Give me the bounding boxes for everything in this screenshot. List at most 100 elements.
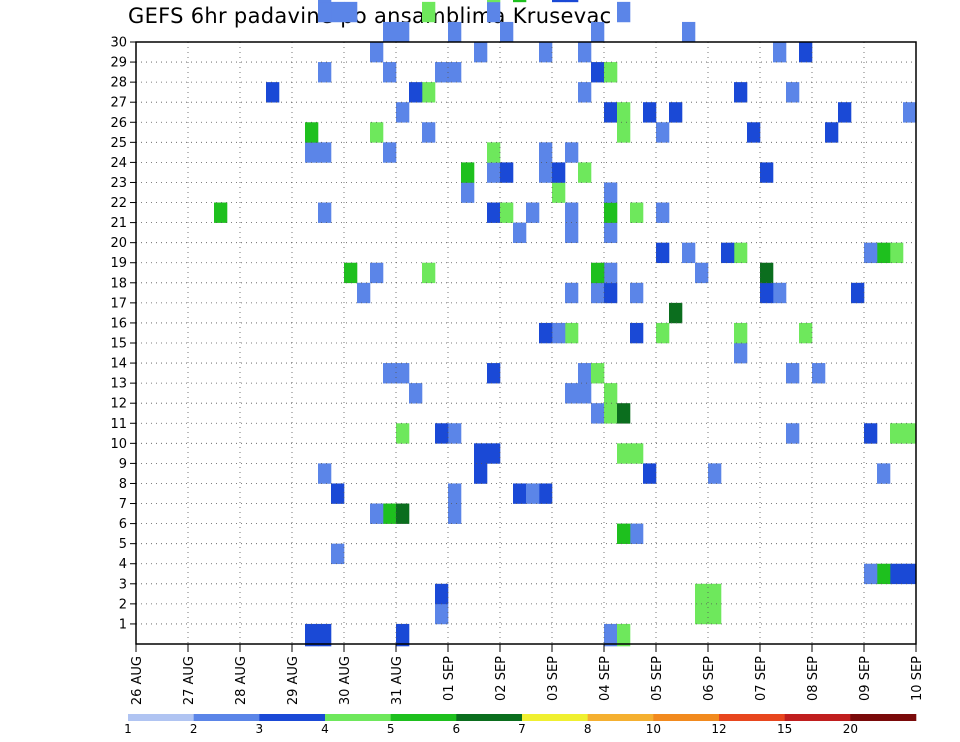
heatmap-cell — [552, 162, 566, 183]
heatmap-cell — [617, 443, 631, 464]
heatmap-cell — [760, 162, 774, 183]
heatmap-cell — [604, 182, 618, 203]
heatmap-cell — [604, 202, 618, 223]
heatmap-cell — [604, 102, 618, 123]
heatmap-cell — [396, 623, 410, 647]
heatmap-cell — [500, 162, 514, 183]
heatmap-cell — [513, 0, 527, 3]
heatmap-cell — [734, 82, 748, 103]
heatmap-cell — [513, 483, 527, 504]
x-tick-label: 26 AUG — [130, 656, 145, 705]
heatmap-cell — [604, 222, 618, 243]
heatmap-cell — [318, 623, 332, 647]
y-tick-label: 10 — [110, 437, 127, 452]
heatmap-cell — [786, 423, 800, 444]
chart-title: GEFS 6hr padavine po ansamblima Krusevac — [128, 4, 612, 28]
x-tick-label: 05 SEP — [650, 656, 665, 701]
y-tick-label: 22 — [110, 196, 127, 211]
heatmap-cell — [799, 42, 813, 63]
heatmap-cell — [656, 202, 670, 223]
heatmap-cell — [565, 383, 579, 404]
heatmap-cell — [604, 623, 618, 647]
heatmap-cell — [461, 162, 475, 183]
heatmap-cell — [331, 1, 345, 23]
heatmap-cell — [305, 142, 319, 163]
heatmap-cell — [500, 202, 514, 223]
heatmap-cell — [734, 322, 748, 344]
heatmap-cell — [656, 322, 670, 344]
x-tick-label: 04 SEP — [598, 656, 613, 701]
y-tick-label: 16 — [110, 316, 127, 331]
y-tick-label: 30 — [110, 36, 127, 51]
y-tick-label: 12 — [110, 397, 127, 412]
y-tick-label: 15 — [110, 337, 127, 352]
legend-swatch — [456, 714, 523, 721]
heatmap-cell — [487, 142, 501, 163]
heatmap-cell — [695, 603, 709, 625]
heatmap-cell — [370, 262, 384, 284]
heatmap-cell — [539, 483, 553, 504]
x-tick-label: 29 AUG — [286, 656, 301, 705]
color-legend: 1 2 3 4 5 6 7 8 10 12 15 20 — [124, 714, 917, 736]
heatmap-cell — [838, 102, 852, 123]
heatmap-cell — [591, 62, 605, 83]
heatmap-cell — [773, 42, 787, 63]
heatmap-cell — [591, 403, 605, 424]
heatmap-cell — [643, 463, 657, 484]
heatmap-cell — [682, 21, 696, 43]
heatmap-cell — [812, 363, 826, 384]
heatmap-cell — [266, 82, 280, 103]
heatmap-cell — [669, 102, 683, 123]
heatmap-cell — [396, 503, 410, 524]
heatmap-cell — [890, 563, 904, 585]
heatmap-cell — [487, 443, 501, 464]
heatmap-cell — [591, 282, 605, 304]
y-tick-label: 11 — [110, 417, 127, 432]
heatmap-cell — [305, 122, 319, 143]
heatmap-cell — [370, 122, 384, 143]
heatmap-cell — [578, 82, 592, 103]
heatmap-cell — [903, 423, 917, 444]
heatmap-cell — [318, 1, 332, 23]
y-tick-label: 6 — [119, 517, 127, 532]
y-tick-label: 27 — [110, 96, 127, 111]
y-tick-label: 29 — [110, 56, 127, 71]
heatmap-cell — [383, 363, 397, 384]
heatmap-cell — [318, 142, 332, 163]
heatmap-cell — [760, 262, 774, 284]
x-tick-label: 07 SEP — [754, 656, 769, 701]
heatmap-cell — [448, 21, 462, 43]
heatmap-cell — [344, 262, 358, 284]
legend-label: 3 — [256, 722, 264, 736]
heatmap-cell — [383, 503, 397, 524]
heatmap-cell — [708, 583, 722, 605]
heatmap-cell — [331, 543, 345, 565]
y-tick-label: 19 — [110, 256, 127, 271]
heatmap-cell — [474, 443, 488, 464]
heatmap-cell — [383, 142, 397, 163]
legend-label: 6 — [453, 722, 461, 736]
heatmap-cell — [552, 322, 566, 344]
heatmap-cell — [747, 122, 761, 143]
y-tick-label: 2 — [119, 597, 127, 612]
heatmap-cell — [604, 383, 618, 404]
heatmap-cell — [864, 563, 878, 585]
heatmap-cell — [591, 21, 605, 43]
heatmap-cell — [877, 242, 891, 264]
heatmap-cell — [487, 162, 501, 183]
heatmap-cell — [396, 423, 410, 444]
heatmap-cell — [396, 21, 410, 43]
heatmap-cell — [604, 262, 618, 284]
heatmap-cell — [565, 142, 579, 163]
heatmap-cell — [539, 162, 553, 183]
heatmap-cell — [422, 262, 436, 284]
heatmap-cell — [604, 62, 618, 83]
heatmap-cell — [214, 202, 228, 223]
heatmap-cell — [500, 21, 514, 43]
legend-swatch — [719, 714, 785, 721]
x-tick-label: 27 AUG — [182, 656, 197, 705]
heatmap-cell — [565, 322, 579, 344]
legend-label: 10 — [646, 722, 661, 736]
heatmap-cell — [344, 1, 358, 23]
heatmap-cells — [214, 0, 917, 647]
